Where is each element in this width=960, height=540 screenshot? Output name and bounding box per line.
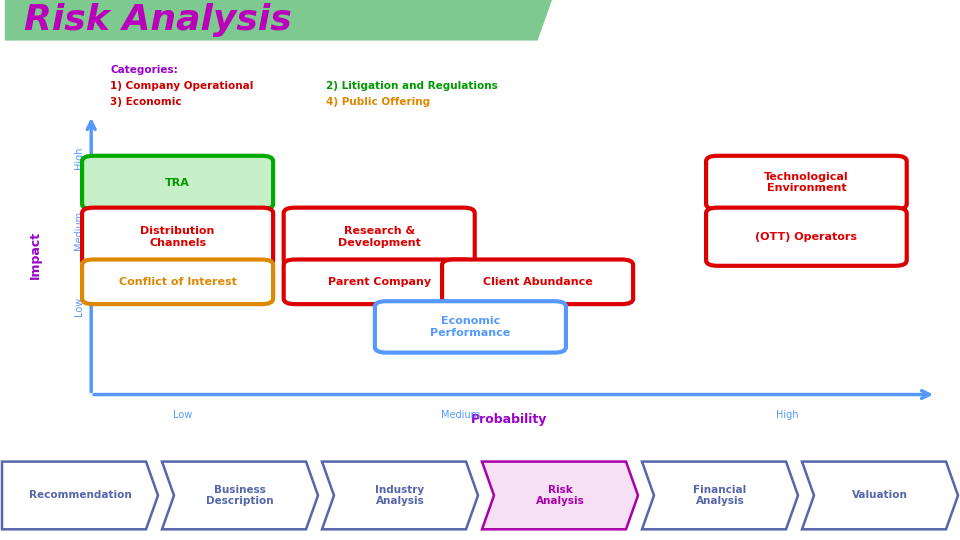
FancyBboxPatch shape [284, 208, 474, 266]
FancyBboxPatch shape [706, 156, 906, 210]
Polygon shape [322, 462, 478, 529]
Text: 4) Public Offering: 4) Public Offering [326, 97, 430, 107]
Text: Industry
Analysis: Industry Analysis [375, 485, 424, 507]
Polygon shape [642, 462, 798, 529]
Text: Valuation: Valuation [852, 490, 908, 501]
FancyBboxPatch shape [374, 301, 565, 353]
FancyBboxPatch shape [83, 208, 273, 266]
Text: 2) Litigation and Regulations: 2) Litigation and Regulations [326, 81, 498, 91]
FancyBboxPatch shape [284, 260, 474, 304]
Text: TRA: TRA [165, 178, 190, 187]
Text: Recommendation: Recommendation [29, 490, 132, 501]
Polygon shape [2, 462, 158, 529]
Polygon shape [5, 0, 552, 40]
Text: Economic
Performance: Economic Performance [430, 316, 511, 338]
Polygon shape [162, 462, 318, 529]
Text: Parent Company: Parent Company [327, 277, 431, 287]
Text: (OTT) Operators: (OTT) Operators [756, 232, 857, 242]
Text: Medium: Medium [75, 211, 84, 249]
Text: Risk Analysis: Risk Analysis [24, 3, 292, 37]
Text: Probability: Probability [470, 413, 547, 426]
FancyBboxPatch shape [83, 156, 273, 210]
FancyBboxPatch shape [83, 260, 273, 304]
Text: Medium: Medium [442, 410, 480, 420]
Text: Research &
Development: Research & Development [338, 226, 420, 247]
Text: Business
Description: Business Description [206, 485, 274, 507]
Text: Technological
Environment: Technological Environment [764, 172, 849, 193]
Text: 1) Company Operational: 1) Company Operational [110, 81, 253, 91]
FancyBboxPatch shape [706, 208, 906, 266]
Text: High: High [75, 146, 84, 169]
FancyBboxPatch shape [442, 260, 634, 304]
Text: Financial
Analysis: Financial Analysis [693, 485, 747, 507]
Text: Categories:: Categories: [110, 65, 179, 76]
Text: Low: Low [173, 410, 192, 420]
Polygon shape [802, 462, 958, 529]
Text: 3) Economic: 3) Economic [110, 97, 182, 107]
Polygon shape [482, 462, 638, 529]
Text: Low: Low [75, 297, 84, 316]
Text: Distribution
Channels: Distribution Channels [140, 226, 215, 247]
Text: High: High [776, 410, 799, 420]
Text: Conflict of Interest: Conflict of Interest [119, 277, 236, 287]
Text: Client Abundance: Client Abundance [483, 277, 592, 287]
Text: Risk
Analysis: Risk Analysis [536, 485, 585, 507]
Text: Impact: Impact [29, 231, 42, 279]
